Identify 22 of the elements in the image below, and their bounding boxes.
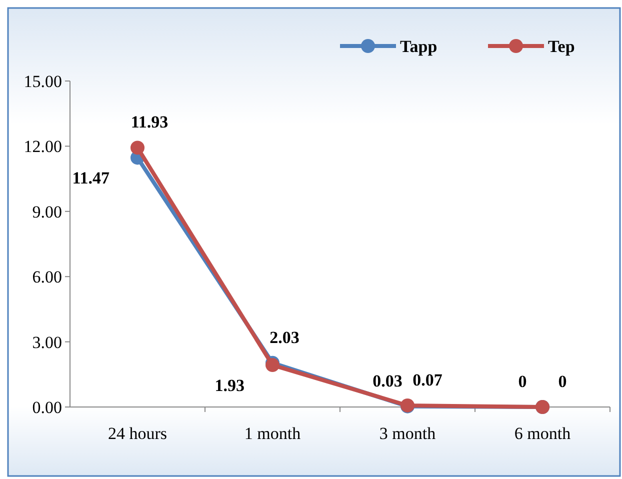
point: [266, 358, 280, 372]
data-label: 0.03: [372, 371, 402, 390]
data-label: 1.93: [214, 376, 244, 396]
y-tick-label: 0.00: [32, 398, 62, 417]
data-label: 0: [518, 372, 527, 391]
y-tick-label: 15.00: [24, 72, 62, 91]
x-tick-label: 24 hours: [108, 424, 168, 443]
legend-label: Tapp: [400, 36, 438, 56]
y-tick-label: 6.00: [32, 268, 62, 287]
x-tick-label: 6 month: [514, 424, 572, 443]
point: [130, 140, 144, 155]
y-tick-label: 12.00: [24, 137, 62, 156]
data-label: 2.03: [270, 328, 300, 347]
x-tick-label: 1 month: [244, 424, 302, 443]
data-label: 11.47: [72, 168, 110, 188]
data-label: 11.93: [130, 112, 168, 132]
legend-label: Tep: [548, 36, 575, 56]
data-label: 0: [558, 372, 567, 391]
y-tick-label: 9.00: [32, 202, 62, 222]
x-tick-label: 3 month: [379, 424, 436, 443]
y-tick-label: 3.00: [32, 332, 62, 352]
data-label: 0.07: [412, 370, 443, 390]
